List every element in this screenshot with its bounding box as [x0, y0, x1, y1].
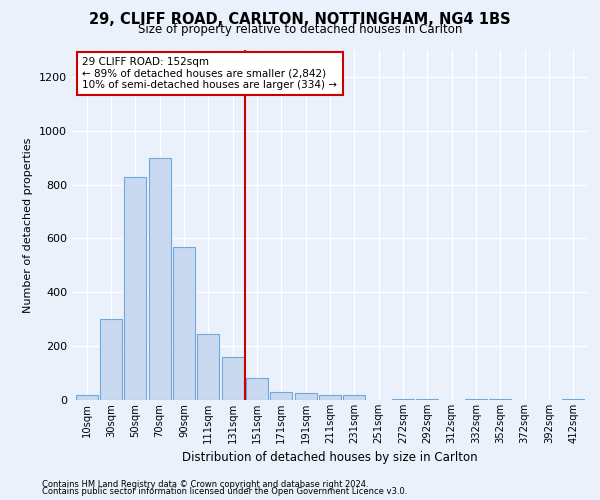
Bar [76, 394, 98, 400]
Text: Contains HM Land Registry data © Crown copyright and database right 2024.: Contains HM Land Registry data © Crown c… [42, 480, 368, 489]
Bar [343, 394, 365, 400]
Y-axis label: Number of detached properties: Number of detached properties [23, 138, 34, 312]
Bar [100, 319, 122, 400]
Bar [465, 398, 487, 400]
Bar [392, 398, 414, 400]
Bar [197, 334, 219, 400]
Text: Contains public sector information licensed under the Open Government Licence v3: Contains public sector information licen… [42, 487, 407, 496]
Text: 29 CLIFF ROAD: 152sqm
← 89% of detached houses are smaller (2,842)
10% of semi-d: 29 CLIFF ROAD: 152sqm ← 89% of detached … [82, 57, 337, 90]
Bar [271, 392, 292, 400]
X-axis label: Distribution of detached houses by size in Carlton: Distribution of detached houses by size … [182, 452, 478, 464]
Bar [221, 357, 244, 400]
Bar [173, 246, 195, 400]
Bar [149, 158, 170, 400]
Text: Size of property relative to detached houses in Carlton: Size of property relative to detached ho… [138, 22, 462, 36]
Bar [319, 394, 341, 400]
Bar [246, 378, 268, 400]
Bar [562, 398, 584, 400]
Bar [295, 394, 317, 400]
Bar [490, 398, 511, 400]
Text: 29, CLIFF ROAD, CARLTON, NOTTINGHAM, NG4 1BS: 29, CLIFF ROAD, CARLTON, NOTTINGHAM, NG4… [89, 12, 511, 28]
Bar [416, 398, 439, 400]
Bar [124, 176, 146, 400]
